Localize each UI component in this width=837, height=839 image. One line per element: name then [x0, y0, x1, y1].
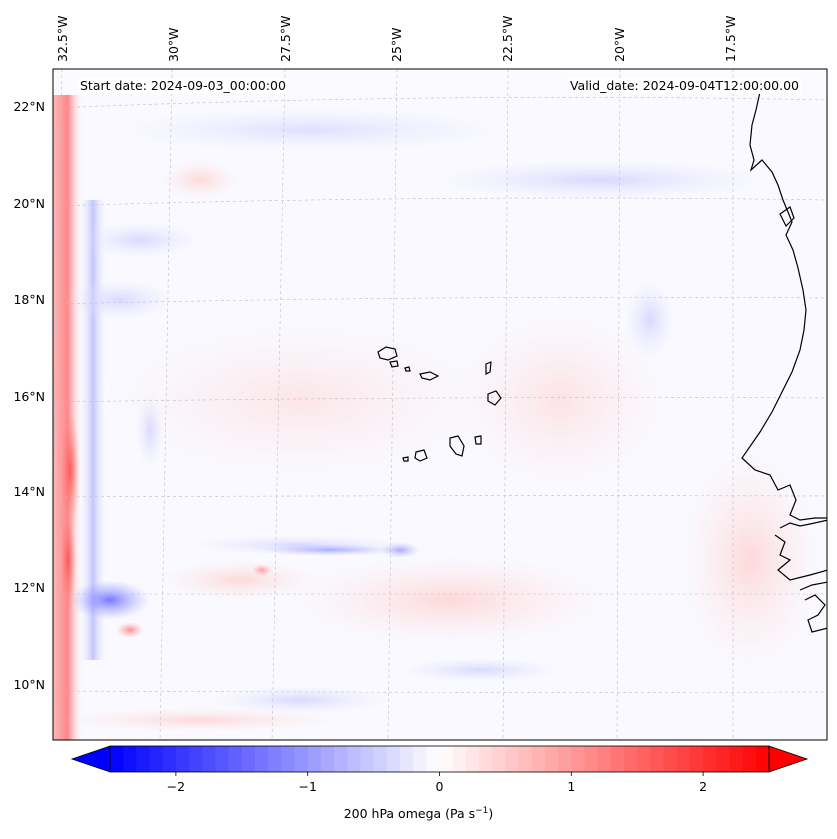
colorbar-segment	[347, 746, 362, 772]
colorbar-segment	[755, 746, 770, 772]
lat-label: 20°N	[13, 196, 45, 211]
lon-label: 22.5°W	[500, 16, 515, 62]
colorbar-segment	[413, 746, 427, 772]
colorbar-segment	[439, 746, 454, 772]
colorbar-segment	[136, 746, 151, 772]
colorbar-segment	[452, 746, 467, 772]
colorbar-segment	[703, 746, 717, 772]
colorbar-segment	[307, 746, 322, 772]
colorbar-label-sup: −1	[475, 806, 489, 816]
lat-label: 16°N	[13, 389, 45, 404]
lat-label: 10°N	[13, 677, 45, 692]
colorbar-segment	[281, 746, 296, 772]
lon-label: 27.5°W	[278, 16, 293, 62]
colorbar-segment	[742, 746, 757, 772]
colorbar-segment	[426, 746, 441, 772]
colorbar-tick-label: −2	[167, 779, 185, 794]
colorbar-segment	[729, 746, 744, 772]
colorbar-extend-max	[768, 745, 809, 773]
colorbar-label-end: )	[488, 806, 494, 822]
colorbar-tick-label: 2	[699, 779, 707, 794]
lon-label: 25°W	[389, 27, 404, 62]
colorbar-segment	[334, 746, 348, 772]
colorbar-segment	[110, 746, 124, 772]
colorbar-extend-min	[70, 745, 111, 773]
colorbar-segment	[123, 746, 137, 772]
colorbar-label: 200 hPa omega (Pa s−1)	[0, 806, 837, 821]
latitude-labels: 22°N 20°N 18°N 16°N 14°N 12°N 10°N	[13, 99, 45, 692]
lat-label: 12°N	[13, 580, 45, 595]
colorbar-segment	[479, 746, 493, 772]
colorbar-segment	[386, 746, 401, 772]
colorbar-segment	[202, 746, 217, 772]
colorbar-segment	[215, 746, 230, 772]
coastlines	[377, 91, 827, 633]
colorbar-segment	[320, 746, 335, 772]
longitude-labels: 32.5°W 30°W 27.5°W 25°W 22.5°W 20°W 17.5…	[55, 16, 738, 62]
colorbar-segment	[492, 746, 506, 772]
lon-label: 32.5°W	[55, 16, 70, 62]
colorbar-segment	[360, 746, 375, 772]
colorbar-segment	[254, 746, 269, 772]
colorbar-segment	[162, 746, 177, 772]
colorbar-tick-label: 0	[436, 779, 444, 794]
colorbar-segments	[110, 746, 770, 772]
colorbar-segment	[663, 746, 678, 772]
colorbar-segment	[571, 746, 586, 772]
colorbar-ticks: −2 −1 0 1 2	[167, 772, 707, 794]
lat-label: 22°N	[13, 99, 45, 114]
omega-field	[53, 69, 827, 740]
colorbar-segment	[544, 746, 559, 772]
colorbar-segment	[399, 746, 414, 772]
colorbar-segment	[637, 746, 651, 772]
colorbar-segment	[597, 746, 612, 772]
colorbar-segment	[373, 746, 388, 772]
colorbar-segment	[610, 746, 625, 772]
colorbar-segment	[689, 746, 704, 772]
start-date-label: Start date: 2024-09-03_00:00:00	[78, 78, 288, 94]
colorbar-segment	[716, 746, 731, 772]
colorbar: −2 −1 0 1 2	[70, 745, 809, 794]
colorbar-segment	[465, 746, 480, 772]
map-frame	[52, 68, 828, 741]
colorbar-segment	[149, 746, 164, 772]
valid-date-label: Valid_date: 2024-09-04T12:00:00.00	[567, 78, 801, 94]
colorbar-segment	[518, 746, 533, 772]
colorbar-segment	[650, 746, 665, 772]
colorbar-tick-label: 1	[567, 779, 575, 794]
gridlines	[53, 69, 827, 740]
colorbar-segment	[189, 746, 203, 772]
colorbar-segment	[624, 746, 638, 772]
colorbar-segment	[676, 746, 691, 772]
colorbar-segment	[584, 746, 599, 772]
colorbar-segment	[558, 746, 572, 772]
colorbar-label-main: 200 hPa omega (Pa s	[343, 806, 476, 822]
colorbar-segment	[228, 746, 243, 772]
colorbar-segment	[531, 746, 546, 772]
colorbar-tick-label: −1	[298, 779, 316, 794]
lat-label: 14°N	[13, 484, 45, 499]
colorbar-segment	[294, 746, 309, 772]
colorbar-segment	[505, 746, 520, 772]
colorbar-segment	[268, 746, 282, 772]
colorbar-segment	[175, 746, 190, 772]
lon-label: 30°W	[166, 27, 181, 62]
colorbar-segment	[241, 746, 256, 772]
lon-label: 17.5°W	[723, 16, 738, 62]
lat-label: 18°N	[13, 292, 45, 307]
lon-label: 20°W	[612, 27, 627, 62]
